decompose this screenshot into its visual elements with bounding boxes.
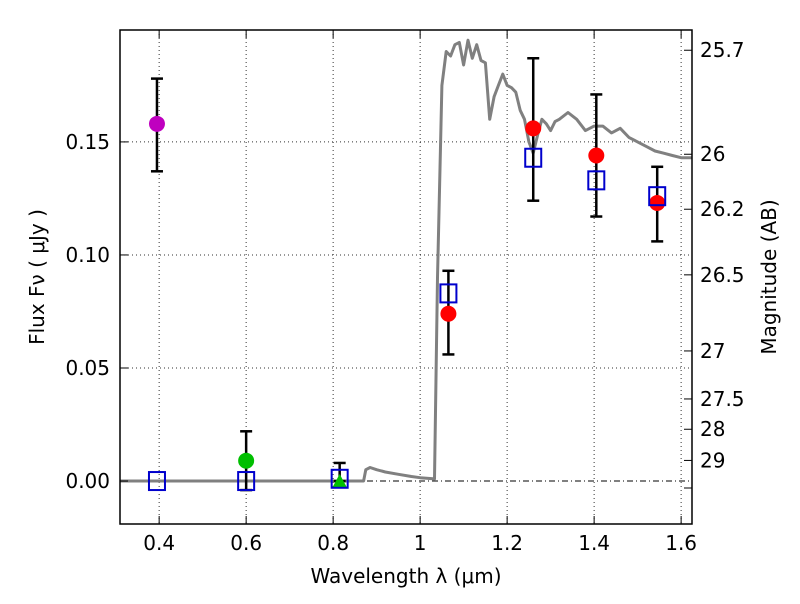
y-right-tick-label: 26.5 — [700, 263, 745, 287]
grid-layer — [120, 30, 692, 524]
x-tick-label: 0.6 — [230, 531, 262, 555]
y-axis-right-label: Magnitude (AB) — [757, 199, 781, 354]
x-tick-label: 0.4 — [143, 531, 175, 555]
y-right-tick-label: 26 — [700, 142, 725, 166]
x-tick-label: 1.2 — [491, 531, 523, 555]
observed-green-point — [238, 452, 255, 469]
model-photometry-point — [237, 471, 256, 492]
y-right-tick-label: 25.7 — [700, 38, 745, 62]
y-tick-label: 0.00 — [65, 469, 110, 493]
observed-red-point — [440, 305, 457, 322]
x-tick-label: 1 — [414, 531, 427, 555]
y-right-tick-label: 26.2 — [700, 197, 745, 221]
observed-purple-point — [148, 115, 165, 132]
model-photometry-point — [330, 468, 349, 489]
x-axis-label: Wavelength λ (μm) — [310, 564, 501, 588]
series-layer — [120, 38, 692, 492]
y-tick-label: 0.10 — [65, 243, 110, 267]
y-right-tick-label: 29 — [700, 448, 725, 472]
y-axis-label: Flux Fν ( μJy ) — [25, 209, 49, 345]
model-photometry-point — [147, 471, 166, 492]
y-right-tick-label: 27 — [700, 339, 725, 363]
observed-red-point — [525, 120, 542, 137]
observed-red-point — [588, 147, 605, 164]
y-tick-label: 0.15 — [65, 130, 110, 154]
observed-green-upper-point — [332, 474, 347, 488]
model-photometry-point — [439, 283, 458, 304]
x-tick-label: 1.4 — [578, 531, 610, 555]
plot-frame — [119, 29, 693, 525]
model-photometry-point — [648, 186, 667, 207]
y-right-tick-label: 28 — [700, 417, 725, 441]
model-photometry-point — [587, 170, 606, 191]
observed-red-point — [649, 194, 666, 211]
ticks-layer: 0.4 0.6 0.8 1 1.2 1.4 1.6 0.00 0.05 0.10 0.15 25.7 2… — [65, 30, 745, 555]
y-tick-label: 0.05 — [65, 356, 110, 380]
x-tick-label: 1.6 — [665, 531, 697, 555]
spectrum-line — [120, 38, 692, 483]
model-photometry-point — [524, 147, 543, 168]
y-right-tick-label: 27.5 — [700, 387, 745, 411]
x-tick-label: 0.8 — [317, 531, 349, 555]
